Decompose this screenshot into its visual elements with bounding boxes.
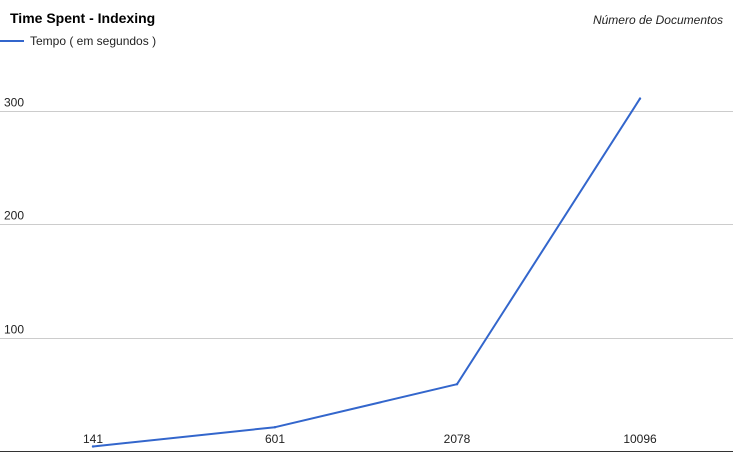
x-tick-label-2078: 2078 (444, 432, 471, 446)
chart-subtitle: Número de Documentos (593, 13, 723, 27)
y-tick-label-200: 200 (4, 209, 24, 223)
x-tick-label-10096: 10096 (623, 432, 657, 446)
chart-title: Time Spent - Indexing (10, 10, 155, 26)
y-tick-label-300: 300 (4, 96, 24, 110)
x-tick-label-141: 141 (83, 432, 103, 446)
y-tick-label-100: 100 (4, 323, 24, 337)
grid-layer (0, 111, 733, 452)
legend-label-tempo: Tempo ( em segundos ) (30, 34, 156, 48)
category-layer: 141 601 2078 10096 (83, 432, 657, 446)
data-point-10096 (638, 97, 642, 100)
x-tick-label-601: 601 (265, 432, 285, 446)
data-point-2078 (455, 383, 459, 386)
series-layer (91, 97, 642, 448)
legend: Tempo ( em segundos ) (0, 34, 156, 48)
series-line-0 (92, 97, 641, 448)
data-point-601 (273, 426, 277, 429)
data-point-141 (91, 445, 95, 448)
tick-layer: 100 200 300 (4, 96, 24, 337)
